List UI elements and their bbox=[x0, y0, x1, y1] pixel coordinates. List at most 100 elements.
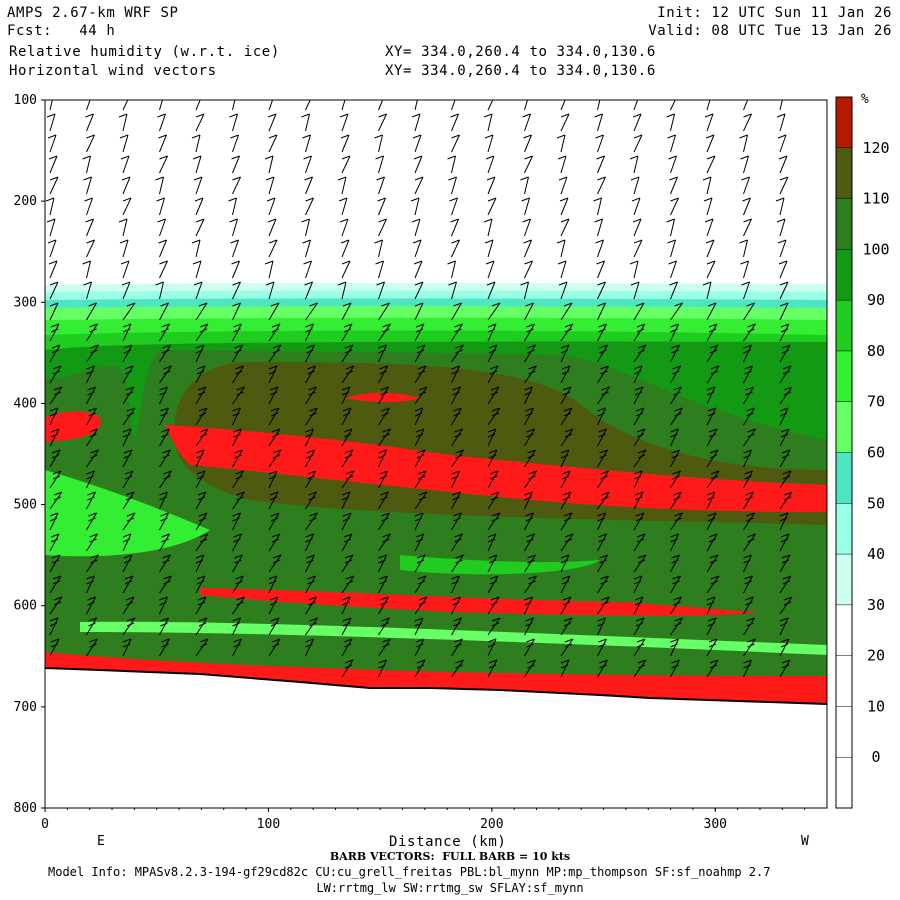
wind-barb-flag bbox=[158, 134, 167, 139]
y-tick-label: 300 bbox=[14, 295, 37, 310]
wind-barb bbox=[779, 218, 786, 237]
wind-barb-flag bbox=[301, 113, 310, 118]
wind-barb bbox=[341, 260, 351, 279]
wind-barb bbox=[341, 302, 352, 321]
wind-barb-flag bbox=[601, 386, 610, 391]
wind-barb-flag bbox=[488, 344, 498, 349]
wind-barb-flag bbox=[671, 659, 680, 664]
wind-barb-flag bbox=[490, 596, 500, 601]
wind-barb bbox=[159, 281, 164, 300]
wind-barb-flag bbox=[745, 496, 753, 501]
wind-barb bbox=[86, 218, 94, 237]
wind-barb-flag bbox=[527, 659, 536, 664]
wind-barb-flag bbox=[632, 218, 642, 223]
wind-barb-flag bbox=[197, 491, 207, 496]
wind-barb bbox=[706, 344, 719, 363]
wind-barb-flag bbox=[90, 454, 98, 459]
wind-barb bbox=[341, 134, 350, 153]
wind-barb-flag bbox=[742, 197, 751, 202]
wind-barb-flag bbox=[268, 365, 278, 370]
wind-barb bbox=[524, 155, 533, 174]
wind-barb-flag bbox=[264, 260, 274, 265]
wind-barb-flag bbox=[309, 412, 317, 417]
wind-barb bbox=[86, 470, 95, 489]
wind-barb-flag bbox=[344, 349, 353, 354]
wind-barb-flag bbox=[778, 155, 788, 160]
wind-barb-flag bbox=[303, 155, 312, 160]
wind-barb-flag bbox=[82, 155, 91, 160]
wind-barb-flag bbox=[637, 664, 646, 669]
wind-barb-flag bbox=[86, 575, 95, 580]
wind-barb bbox=[122, 365, 134, 384]
wind-barb-flag bbox=[199, 433, 208, 438]
wind-barb-flag bbox=[525, 412, 533, 417]
wind-barb bbox=[451, 100, 456, 111]
wind-barb-flag bbox=[563, 517, 572, 522]
wind-barb-flag bbox=[746, 622, 754, 627]
wind-barb bbox=[560, 365, 571, 384]
wind-barb-flag bbox=[597, 302, 606, 307]
wind-barb-flag bbox=[597, 176, 606, 181]
wind-barb-flag bbox=[229, 93, 237, 96]
wind-barb-flag bbox=[633, 575, 643, 580]
wind-barb-flag bbox=[702, 176, 712, 181]
wind-barb bbox=[487, 470, 499, 489]
wind-barb-flag bbox=[707, 407, 717, 412]
wind-barb-flag bbox=[780, 638, 790, 643]
wind-barb-flag bbox=[637, 659, 647, 664]
wind-barb-flag bbox=[414, 412, 423, 417]
wind-barb bbox=[341, 197, 348, 216]
wind-barb-flag bbox=[522, 93, 530, 96]
wind-barb-flag bbox=[781, 344, 791, 349]
wind-barb bbox=[524, 323, 535, 342]
wind-barb bbox=[414, 638, 425, 657]
wind-barb bbox=[341, 428, 353, 447]
wind-barb bbox=[305, 554, 315, 573]
wind-barb bbox=[670, 281, 678, 300]
x-tick-label: 200 bbox=[480, 817, 503, 832]
wind-barb bbox=[451, 596, 461, 615]
wind-barb bbox=[560, 134, 566, 153]
wind-barb-flag bbox=[119, 239, 129, 244]
wind-barb-flag bbox=[598, 428, 607, 433]
wind-barb-flag bbox=[230, 239, 239, 244]
wind-barb bbox=[597, 575, 609, 594]
wind-barb bbox=[341, 659, 354, 678]
wind-barb-flag bbox=[306, 344, 315, 349]
wind-barb-flag bbox=[309, 512, 318, 517]
wind-barb-flag bbox=[673, 491, 682, 496]
wind-barb-flag bbox=[487, 638, 497, 643]
wind-barb-flag bbox=[561, 475, 570, 480]
wind-barb bbox=[524, 113, 531, 132]
wind-barb bbox=[49, 344, 61, 363]
wind-barb-flag bbox=[709, 664, 718, 669]
wind-barb-flag bbox=[268, 239, 278, 244]
wind-barb-flag bbox=[381, 302, 390, 307]
wind-barb-flag bbox=[780, 328, 789, 333]
wind-barb-flag bbox=[198, 617, 208, 622]
wind-barb-flag bbox=[488, 449, 498, 454]
wind-barb bbox=[122, 449, 133, 468]
wind-barb bbox=[670, 302, 683, 321]
wind-barb-flag bbox=[743, 664, 751, 669]
wind-barb-flag bbox=[597, 617, 606, 622]
wind-barb bbox=[414, 449, 426, 468]
wind-barb bbox=[49, 470, 62, 489]
y-tick-label: 200 bbox=[14, 194, 37, 209]
wind-barb bbox=[378, 575, 388, 594]
wind-barb bbox=[487, 596, 500, 615]
wind-barb bbox=[414, 659, 426, 678]
wind-barb-flag bbox=[159, 391, 167, 396]
wind-barb-flag bbox=[343, 328, 352, 333]
wind-barb bbox=[560, 512, 573, 531]
wind-barb bbox=[378, 281, 385, 300]
wind-barb bbox=[487, 302, 501, 321]
wind-barb-flag bbox=[563, 407, 573, 412]
wind-barb-flag bbox=[126, 302, 136, 307]
model-title: AMPS 2.67-km WRF SP bbox=[7, 5, 179, 21]
wind-barb bbox=[560, 386, 572, 405]
wind-barb bbox=[560, 617, 573, 636]
wind-barb-flag bbox=[309, 302, 318, 307]
wind-barb-flag bbox=[599, 349, 607, 354]
wind-barb bbox=[232, 176, 241, 195]
